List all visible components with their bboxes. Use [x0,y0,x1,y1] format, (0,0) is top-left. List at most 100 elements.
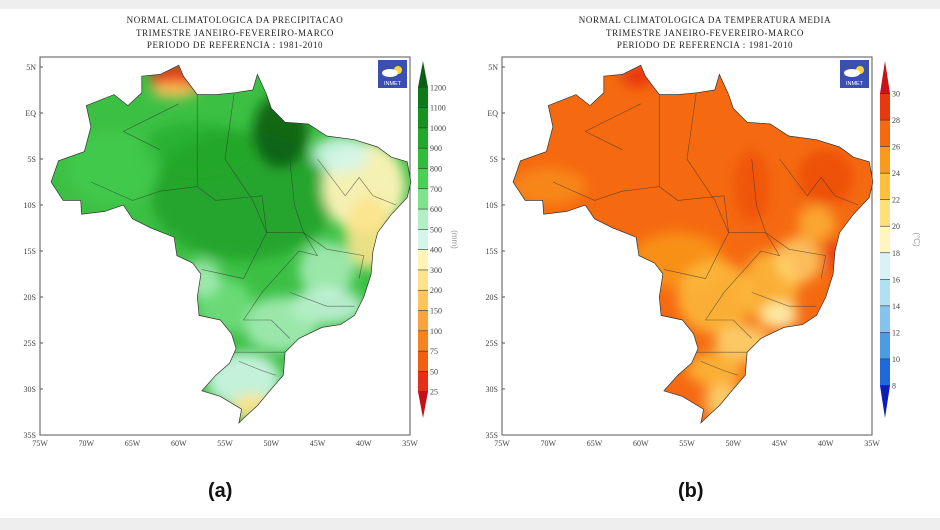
state-border [779,158,859,206]
temperature-map-panel: NORMAL CLIMATOLOGICA DA TEMPERATURA MEDI… [462,0,932,530]
colorbar-label: 18 [892,249,900,258]
colorbar-segment [418,148,428,169]
colorbar-segment [880,173,890,201]
colorbar-arrow-top [418,61,428,88]
colorbar-unit: (°C) [912,232,921,247]
colorbar-label: 1100 [430,104,446,113]
map-title: NORMAL CLIMATOLOGICA DA PRECIPITACAO TRI… [0,14,470,52]
colorbar-segment [418,127,428,149]
longitude-label: 60W [633,439,649,448]
longitude-label: 40W [356,439,372,448]
title-line: TRIMESTRE JANEIRO-FEVEREIRO-MARCO [605,27,805,38]
field-patch [798,205,835,242]
state-border [584,103,641,151]
colorbar-segment [880,252,890,280]
colorbar-segment [880,279,890,307]
field-patch [733,149,771,224]
latitude-label: 25S [486,339,498,348]
state-border [765,232,827,279]
latitude-label: 10S [24,201,36,210]
longitude-label: 45W [310,439,326,448]
state-border [552,181,660,201]
colorbar-label: 20 [892,222,900,231]
colorbar-segment [418,107,428,129]
colorbar-segment [418,269,428,291]
state-border [751,292,817,307]
state-border [705,158,781,321]
field-layer [513,65,859,422]
colorbar-label: 400 [430,246,442,255]
colorbar-label: 14 [892,302,900,311]
colorbar-segment [880,146,890,174]
longitude-label: 35W [864,439,880,448]
top-band [0,0,940,9]
panel-caption: (b) [678,480,704,502]
colorbar-segment [418,290,428,312]
latitude-label: 20S [486,293,498,302]
title-line: PERIODO DE REFERENCIA : 1981-2010 [616,40,794,50]
latitude-label: 35S [486,431,498,440]
state-border [289,292,355,307]
title-line: PERIODO DE REFERENCIA : 1981-2010 [146,40,324,50]
longitude-label: 55W [679,439,695,448]
colorbar-segment [418,168,428,190]
colorbar-label: 28 [892,116,900,125]
colorbar-label: 500 [430,225,442,234]
longitude-label: 50W [263,439,279,448]
cloud-icon [382,69,398,77]
latitude-label: EQ [487,109,498,118]
brazil-border [50,64,412,425]
inmet-logo-text: INMET [384,81,402,87]
field-patch [774,237,822,284]
colorbar-arrow-bottom [880,385,890,418]
colorbar-label: 50 [430,367,438,376]
colorbar-label: 200 [430,286,442,295]
colorbar-label: 100 [430,327,442,336]
colorbar-label: 75 [430,347,438,356]
colorbar-segment [880,305,890,333]
colorbar-label: 300 [430,266,442,275]
colorbar-segment [418,188,428,210]
field-patch [677,260,752,334]
state-border [122,103,179,151]
field-patch [761,301,798,330]
longitude-label: 65W [125,439,141,448]
colorbar-label: 600 [430,205,442,214]
colorbar-label: 900 [430,144,442,153]
latitude-label: 20S [24,293,36,302]
field-patch [151,81,198,99]
colorbar-label: 24 [892,169,900,178]
colorbar-segment [418,87,428,109]
latitude-label: 5N [26,63,36,72]
longitude-label: 75W [494,439,510,448]
latitude-label: EQ [25,109,36,118]
state-border [243,319,290,339]
state-border [243,158,319,321]
colorbar-label: 8 [892,381,896,390]
colorbar-segment [418,209,428,230]
state-border [700,361,738,376]
latitude-label: 5S [28,155,36,164]
longitude-label: 50W [725,439,741,448]
longitude-label: 65W [587,439,603,448]
colorbar-label: 1000 [430,124,446,133]
colorbar-label: 25 [430,388,438,397]
colorbar-segment [880,332,890,360]
colorbar-label: 700 [430,185,442,194]
colorbar-segment [880,199,890,227]
longitude-label: 70W [78,439,94,448]
latitude-label: 30S [486,385,498,394]
field-patch [513,168,586,206]
colorbar-segment [418,351,428,372]
longitude-label: 75W [32,439,48,448]
state-border [201,195,267,279]
colorbar-segment [418,229,428,251]
cloud-icon [844,69,860,77]
colorbar-segment [418,371,428,393]
colorbar-label: 26 [892,143,900,152]
title-line: NORMAL CLIMATOLOGICA DA TEMPERATURA MEDI… [578,15,832,25]
latitude-label: 35S [24,431,36,440]
brazil-border [512,64,874,425]
longitude-label: 35W [402,439,418,448]
